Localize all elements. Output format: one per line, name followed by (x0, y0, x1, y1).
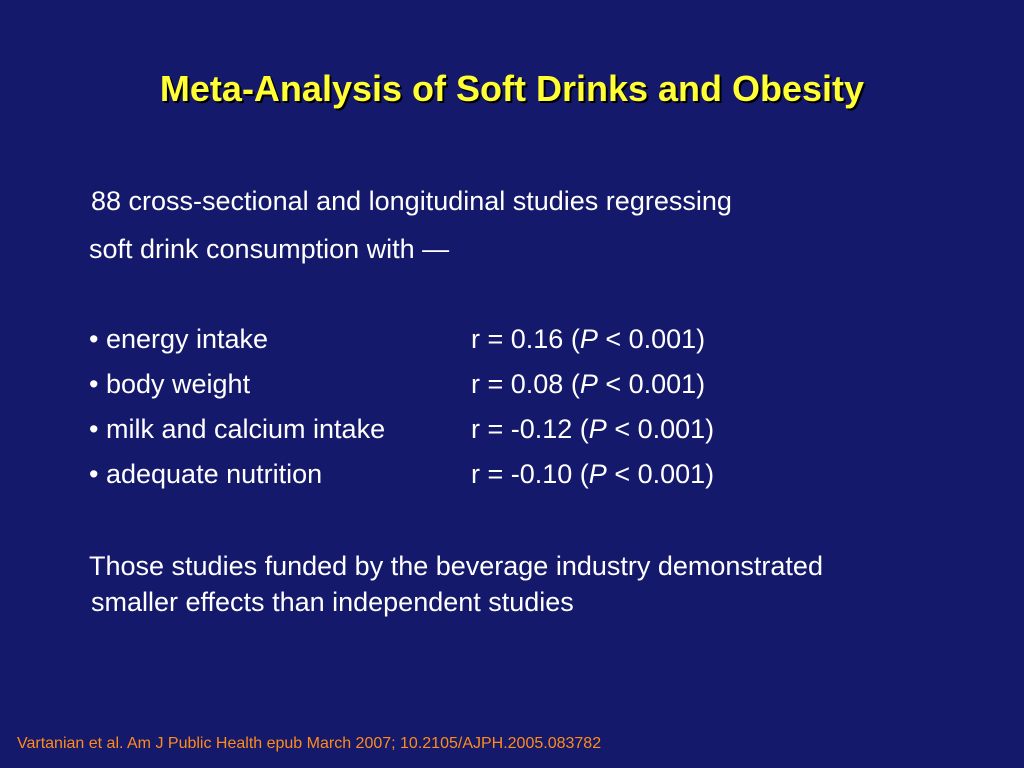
correlation-row-body-weight: • body weight r = 0.08 (P < 0.001) (89, 369, 789, 403)
p-value: < 0.001) (597, 369, 706, 399)
correlation-label: • adequate nutrition (89, 459, 322, 490)
correlation-row-energy-intake: • energy intake r = 0.16 (P < 0.001) (89, 324, 789, 358)
correlation-label-text: adequate nutrition (105, 459, 323, 489)
correlation-stat: r = 0.16 (P < 0.001) (471, 324, 705, 355)
bullet: • (89, 414, 99, 444)
p-symbol: P (588, 459, 607, 489)
intro-line-1: 88 cross-sectional and longitudinal stud… (91, 186, 732, 216)
closing-line-1: Those studies funded by the beverage ind… (89, 551, 823, 581)
correlation-label: • milk and calcium intake (89, 414, 385, 445)
r-value: r = 0.16 ( (471, 324, 580, 354)
r-value: r = 0.08 ( (471, 369, 580, 399)
correlation-label-text: body weight (105, 369, 251, 399)
closing-line-2: smaller effects than independent studies (91, 587, 574, 617)
p-value: < 0.001) (606, 459, 715, 489)
bullet: • (89, 324, 99, 354)
closing-paragraph: Those studies funded by the beverage ind… (89, 548, 969, 620)
p-value: < 0.001) (597, 324, 706, 354)
correlation-label: • energy intake (89, 324, 268, 355)
slide-title: Meta-Analysis of Soft Drinks and Obesity (159, 68, 865, 109)
p-symbol: P (579, 324, 598, 354)
correlation-label: • body weight (89, 369, 250, 400)
correlation-stat: r = -0.12 (P < 0.001) (471, 414, 714, 445)
citation: Vartanian et al. Am J Public Health epub… (17, 735, 602, 752)
r-value: r = -0.12 ( (471, 414, 589, 444)
intro-line-2: soft drink consumption with — (89, 234, 450, 264)
bullet: • (89, 369, 99, 399)
p-value: < 0.001) (606, 414, 715, 444)
correlation-row-adequate-nutrition: • adequate nutrition r = -0.10 (P < 0.00… (89, 459, 789, 493)
correlation-row-milk-calcium: • milk and calcium intake r = -0.12 (P <… (89, 414, 789, 448)
p-symbol: P (579, 369, 598, 399)
r-value: r = -0.10 ( (471, 459, 589, 489)
p-symbol: P (588, 414, 607, 444)
correlation-label-text: energy intake (105, 324, 269, 354)
bullet: • (89, 459, 99, 489)
correlation-label-text: milk and calcium intake (105, 414, 386, 444)
correlation-stat: r = 0.08 (P < 0.001) (471, 369, 705, 400)
correlation-stat: r = -0.10 (P < 0.001) (471, 459, 714, 490)
